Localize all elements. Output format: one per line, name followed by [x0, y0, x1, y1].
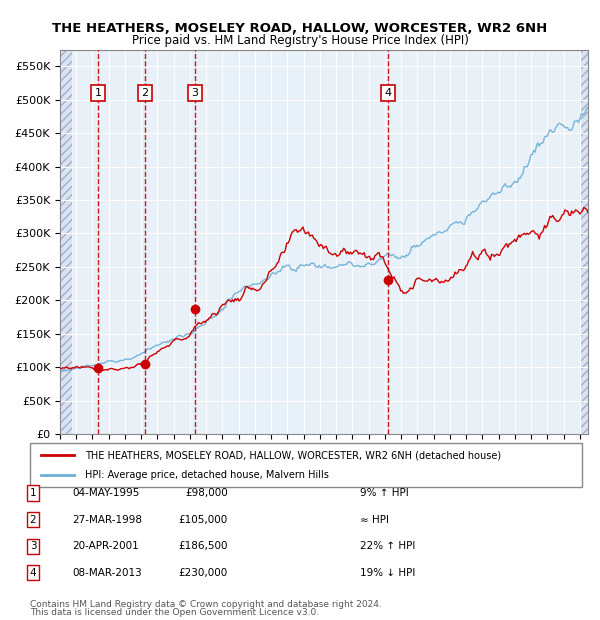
Text: 27-MAR-1998: 27-MAR-1998 — [72, 515, 142, 525]
Text: 08-MAR-2013: 08-MAR-2013 — [72, 568, 142, 578]
Text: 9% ↑ HPI: 9% ↑ HPI — [360, 488, 409, 498]
FancyBboxPatch shape — [30, 443, 582, 487]
Text: 3: 3 — [191, 88, 199, 98]
Text: £230,000: £230,000 — [179, 568, 228, 578]
Text: 19% ↓ HPI: 19% ↓ HPI — [360, 568, 415, 578]
Text: £186,500: £186,500 — [179, 541, 228, 551]
Text: 4: 4 — [29, 568, 37, 578]
Text: ≈ HPI: ≈ HPI — [360, 515, 389, 525]
Text: £98,000: £98,000 — [185, 488, 228, 498]
Text: Price paid vs. HM Land Registry's House Price Index (HPI): Price paid vs. HM Land Registry's House … — [131, 34, 469, 47]
Text: THE HEATHERS, MOSELEY ROAD, HALLOW, WORCESTER, WR2 6NH: THE HEATHERS, MOSELEY ROAD, HALLOW, WORC… — [52, 22, 548, 35]
Text: This data is licensed under the Open Government Licence v3.0.: This data is licensed under the Open Gov… — [30, 608, 319, 617]
Text: 1: 1 — [29, 488, 37, 498]
Text: 4: 4 — [384, 88, 391, 98]
Text: THE HEATHERS, MOSELEY ROAD, HALLOW, WORCESTER, WR2 6NH (detached house): THE HEATHERS, MOSELEY ROAD, HALLOW, WORC… — [85, 451, 502, 461]
Text: Contains HM Land Registry data © Crown copyright and database right 2024.: Contains HM Land Registry data © Crown c… — [30, 600, 382, 609]
Bar — [580, 50, 588, 434]
Text: 1: 1 — [95, 88, 101, 98]
Text: 2: 2 — [142, 88, 149, 98]
Text: 20-APR-2001: 20-APR-2001 — [72, 541, 139, 551]
Text: 04-MAY-1995: 04-MAY-1995 — [72, 488, 139, 498]
Text: 2: 2 — [29, 515, 37, 525]
Text: HPI: Average price, detached house, Malvern Hills: HPI: Average price, detached house, Malv… — [85, 469, 329, 479]
Text: £105,000: £105,000 — [179, 515, 228, 525]
Text: 22% ↑ HPI: 22% ↑ HPI — [360, 541, 415, 551]
Text: 3: 3 — [29, 541, 37, 551]
Bar — [60, 50, 72, 434]
